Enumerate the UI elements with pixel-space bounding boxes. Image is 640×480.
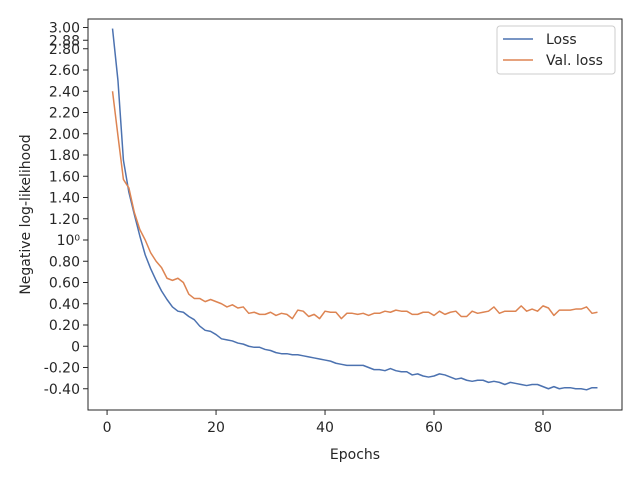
y-tick-label: 0.60 [49, 276, 80, 292]
series-layer [111, 28, 598, 391]
series-line-val-loss [111, 91, 598, 320]
y-tick-label: 2.00 [49, 127, 80, 143]
y-tick-label: 1.20 [49, 212, 80, 228]
y-tick-label: 1.60 [49, 169, 80, 185]
y-tick-label: 2.40 [49, 84, 80, 100]
y-tick-label: 2.80 [49, 42, 80, 58]
x-axis-label: Epochs [330, 447, 380, 463]
legend-box [496, 25, 616, 75]
x-tick-label: 40 [316, 420, 334, 436]
y-tick-label: 0.20 [49, 318, 80, 334]
y-axis-label: Negative log-likelihood [18, 134, 34, 294]
y-tick-label: 2.20 [49, 106, 80, 122]
x-tick-label: 80 [534, 420, 552, 436]
x-tick-label: 0 [103, 420, 112, 436]
legend-label-loss: Loss [546, 32, 577, 48]
y-tick-label: 0.80 [49, 254, 80, 270]
plot-frame [87, 18, 623, 411]
y-tick-label: 2.60 [49, 63, 80, 79]
y-tick-label: -0.20 [44, 361, 80, 377]
y-tick-label: 0 [71, 339, 80, 355]
x-tick-label: 60 [425, 420, 443, 436]
series-line-loss [111, 28, 598, 391]
y-axis-ticks: 3.002.882.80 2.60 2.40 2.20 2.00 1.80 1.60 1.40… [44, 21, 88, 398]
y-tick-label: 0.40 [49, 297, 80, 313]
legend: Loss Val. loss [496, 25, 616, 75]
x-axis-ticks: 0 20 40 60 80 [103, 410, 552, 436]
y-tick-label: 1.80 [49, 148, 80, 164]
y-tick-label: 10⁰ [57, 233, 81, 249]
y-tick-label: 2.88 [49, 33, 80, 49]
x-tick-label: 20 [207, 420, 225, 436]
legend-label-val-loss: Val. loss [546, 53, 603, 69]
y-tick-label: 3.00 [49, 21, 80, 37]
y-tick-label: 1.40 [49, 191, 80, 207]
y-tick-label: -0.40 [44, 382, 80, 398]
